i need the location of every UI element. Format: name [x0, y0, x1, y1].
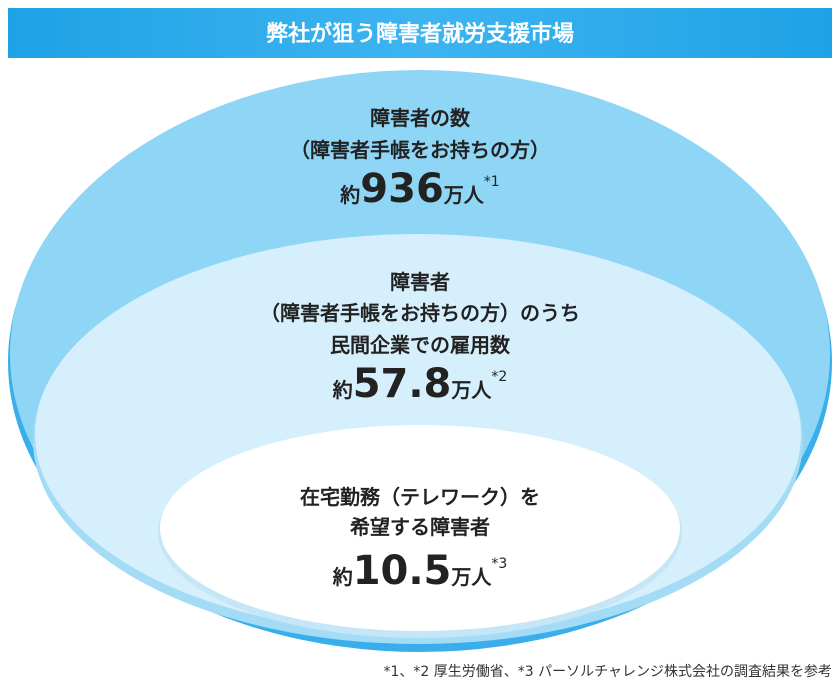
- node-figure: 約936万人*1: [339, 166, 499, 212]
- node-line: 在宅勤務（テレワーク）を: [300, 485, 540, 509]
- note: *2: [491, 369, 507, 385]
- value: 936: [360, 166, 444, 212]
- note: *1: [484, 174, 500, 190]
- node-line: （障害者手帳をお持ちの方）: [290, 138, 550, 162]
- inner-ellipse: [160, 425, 680, 631]
- node-line: 障害者の数: [370, 106, 471, 130]
- node-figure: 約10.5万人*3: [332, 548, 508, 594]
- prefix: 約: [332, 378, 353, 402]
- note: *3: [491, 556, 507, 572]
- title-bar: [8, 8, 832, 58]
- unit: 万人: [443, 183, 485, 207]
- node-line: （障害者手帳をお持ちの方）のうち: [260, 301, 580, 325]
- footnote: *1、*2 厚生労働省、*3 パーソルチャレンジ株式会社の調査結果を参考: [384, 664, 832, 680]
- unit: 万人: [450, 565, 492, 589]
- prefix: 約: [332, 565, 353, 589]
- value: 57.8: [353, 361, 452, 407]
- node-line: 民間企業での雇用数: [330, 333, 511, 357]
- value: 10.5: [353, 548, 452, 594]
- node-line: 障害者: [390, 270, 450, 294]
- node-line: 希望する障害者: [350, 515, 490, 539]
- node-figure: 約57.8万人*2: [332, 361, 508, 407]
- unit: 万人: [450, 378, 492, 402]
- prefix: 約: [339, 183, 360, 207]
- title: 弊社が狙う障害者就労支援市場: [266, 21, 574, 47]
